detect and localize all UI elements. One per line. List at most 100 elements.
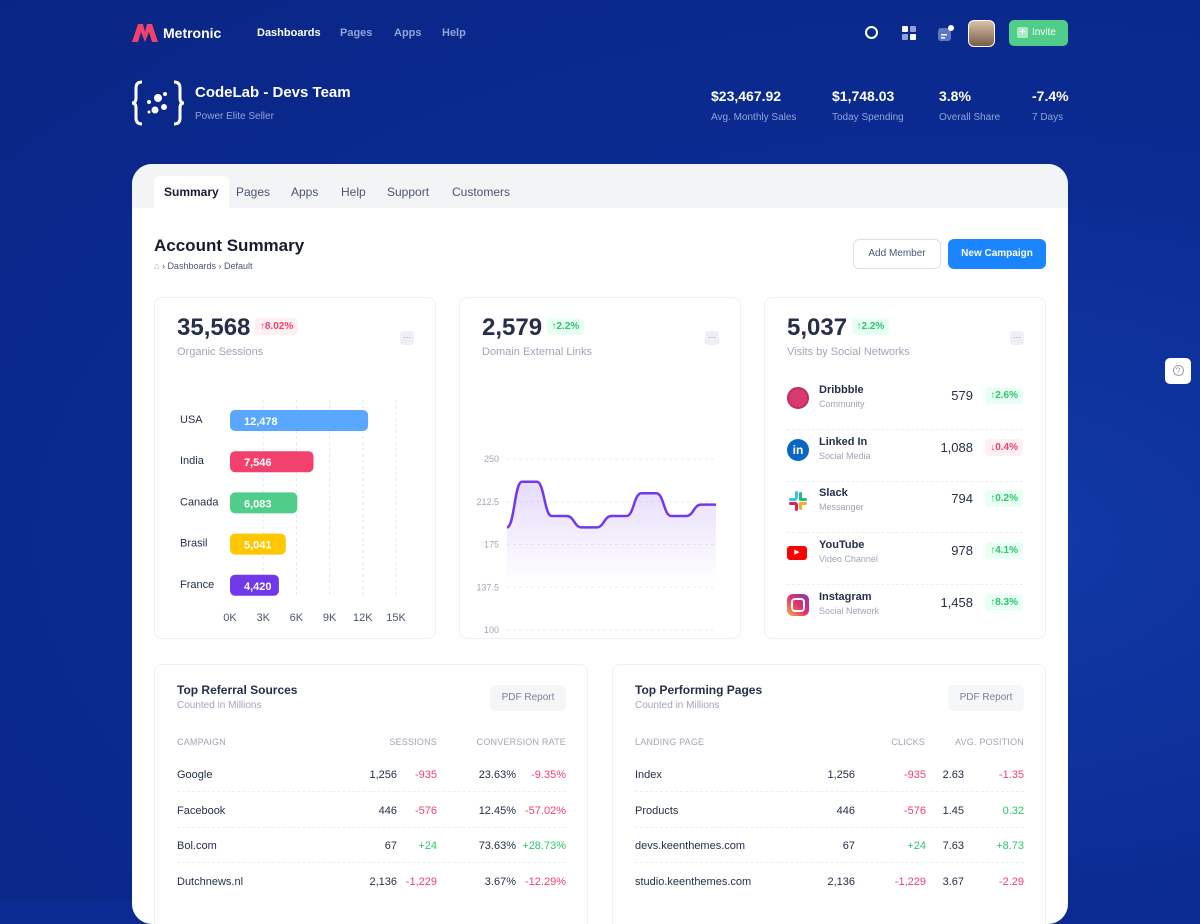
row-label: Bol.com xyxy=(177,840,217,852)
linkedin-icon: in xyxy=(787,438,809,461)
bar-data-label: 12,478 xyxy=(244,416,278,428)
row-delta-2: -12.29% xyxy=(525,875,566,888)
row-value-2: 3.67 xyxy=(942,875,964,888)
search-icon[interactable] xyxy=(865,26,878,39)
row-value-1: 2,136 xyxy=(369,875,397,888)
row-value-2: 2.63 xyxy=(942,769,964,781)
area-fill xyxy=(507,481,716,585)
col-header-sessions[interactable]: SESSIONS xyxy=(389,737,437,747)
notifications-icon[interactable] xyxy=(938,25,954,41)
row-label: Facebook xyxy=(177,804,226,817)
series-line xyxy=(505,480,716,529)
nav-pages[interactable]: Pages xyxy=(340,27,373,39)
nav-apps[interactable]: Apps xyxy=(394,27,422,39)
tab-customers[interactable]: Customers xyxy=(452,185,511,199)
more-menu-icon[interactable]: ... xyxy=(1010,331,1024,345)
row-delta-1: -1,229 xyxy=(405,875,437,888)
social-list-item[interactable]: in Linked In Social Media 1,088 ↓0.4% xyxy=(787,436,1023,482)
col-header-clicks[interactable]: CLICKS xyxy=(891,737,925,747)
row-label: devs.keenthemes.com xyxy=(635,840,746,852)
social-list-item[interactable]: Instagram Social Network 1,458 ↑8.3% xyxy=(787,591,1023,637)
more-menu-icon[interactable]: ... xyxy=(705,331,719,345)
table-row[interactable]: Products 446 -576 1.45 0.32 xyxy=(635,793,1024,828)
row-delta-2: -9.35% xyxy=(531,769,566,781)
col-header-avg-position[interactable]: AVG. POSITION xyxy=(955,737,1024,747)
social-list-item[interactable]: ▶ YouTube Video Channel 978 ↑4.1% xyxy=(787,539,1023,586)
pages-subtitle: Counted in Millions xyxy=(635,700,720,711)
col-header-conversion-rate[interactable]: CONVERSION RATE xyxy=(476,737,566,747)
nav-dashboards[interactable]: Dashboards xyxy=(257,27,321,39)
social-change-badge: ↓0.4% xyxy=(985,438,1023,456)
add-member-button[interactable]: Add Member xyxy=(853,239,941,269)
top-performing-pages-card: Top Performing Pages Counted in Millions… xyxy=(612,664,1046,924)
user-avatar[interactable] xyxy=(968,20,995,47)
social-list-item[interactable]: Slack Messanger 794 ↑0.2% xyxy=(787,487,1023,534)
row-label: Products xyxy=(635,804,679,817)
y-tick-label: 212.5 xyxy=(476,497,499,507)
row-value-2: 3.67% xyxy=(484,875,516,888)
social-name: Slack xyxy=(819,487,848,500)
nav-help[interactable]: Help xyxy=(442,27,466,39)
social-subtitle: Social Media xyxy=(819,450,871,461)
organic-sessions-card: 35,568 ↑8.02% Organic Sessions ... 0K 3K 6… xyxy=(154,297,436,639)
social-value: 1,088 xyxy=(940,439,973,455)
row-value-1: 67 xyxy=(384,840,397,852)
tab-summary[interactable]: Summary xyxy=(154,176,229,208)
country-bar-chart: 0K 3K 6K 9K 12K 15K USA 12,478 India 7,546 Canada 6… xyxy=(180,400,406,624)
codelab-logo-icon xyxy=(132,80,184,126)
bar xyxy=(230,533,286,555)
page-title: Account Summary xyxy=(154,236,305,255)
breadcrumb-dashboards[interactable]: Dashboards xyxy=(167,261,216,271)
row-delta-2: +28.73% xyxy=(522,840,566,852)
y-tick-label: 100 xyxy=(484,625,499,635)
top-referral-sources-card: Top Referral Sources Counted in Millions… xyxy=(154,664,588,924)
social-label: Visits by Social Networks xyxy=(787,346,910,358)
stat-label: Overall Share xyxy=(939,112,1001,123)
plus-icon: + xyxy=(1017,27,1028,38)
apps-grid-icon[interactable] xyxy=(902,26,917,41)
more-menu-icon[interactable]: ... xyxy=(400,331,414,345)
slack-icon xyxy=(787,490,809,517)
table-row[interactable]: Dutchnews.nl 2,136 -1,229 3.67% -12.29% xyxy=(177,864,566,899)
domain-label: Domain External Links xyxy=(482,346,593,358)
col-header-landing-page[interactable]: LANDING PAGE xyxy=(635,737,705,747)
youtube-icon: ▶ xyxy=(787,542,807,561)
table-row[interactable]: devs.keenthemes.com 67 +24 7.63 +8.73 xyxy=(635,828,1024,863)
tab-apps[interactable]: Apps xyxy=(291,185,319,199)
tab-pages[interactable]: Pages xyxy=(236,185,271,199)
tab-support[interactable]: Support xyxy=(387,185,430,199)
category-label: Brasil xyxy=(180,538,208,550)
table-row[interactable]: Index 1,256 -935 2.63 -1.35 xyxy=(635,757,1024,792)
pdf-report-button[interactable]: PDF Report xyxy=(948,685,1024,711)
row-delta-2: 0.32 xyxy=(1002,804,1024,817)
col-header-campaign[interactable]: CAMPAIGN xyxy=(177,737,226,747)
row-delta-2: +8.73 xyxy=(996,840,1024,852)
row-value-2: 7.63 xyxy=(942,840,964,852)
help-button[interactable]: ? xyxy=(1165,358,1191,384)
row-label: Dutchnews.nl xyxy=(177,875,244,888)
social-value: 579 xyxy=(951,388,973,403)
social-value: 5,037 xyxy=(787,314,848,341)
home-icon[interactable]: ⌂ xyxy=(154,261,160,271)
table-row[interactable]: studio.keenthemes.com 2,136 -1,229 3.67 … xyxy=(635,864,1024,899)
table-row[interactable]: Google 1,256 -935 23.63% -9.35% xyxy=(177,757,566,792)
new-campaign-button[interactable]: New Campaign xyxy=(948,239,1046,269)
tab-help[interactable]: Help xyxy=(341,185,366,199)
stat-overall-share: 3.8% Overall Share xyxy=(939,88,1000,123)
social-name: YouTube xyxy=(819,539,865,552)
social-change-badge: ↑8.3% xyxy=(985,593,1023,611)
social-list-item[interactable]: Dribbble Community 579 ↑2.6% xyxy=(787,384,1023,430)
table-row[interactable]: Facebook 446 -576 12.45% -57.02% xyxy=(177,793,566,828)
social-subtitle: Community xyxy=(819,399,865,409)
social-name: Dribbble xyxy=(819,384,864,396)
row-label: Index xyxy=(635,769,662,781)
invite-button[interactable]: + Invite xyxy=(1009,20,1068,46)
bar xyxy=(230,574,279,596)
category-label: India xyxy=(180,455,205,467)
row-delta-1: -935 xyxy=(903,769,926,781)
pdf-report-button[interactable]: PDF Report xyxy=(490,685,566,711)
social-change-badge: ↑4.1% xyxy=(985,542,1023,560)
row-value-1: 1,256 xyxy=(369,769,397,781)
table-row[interactable]: Bol.com 67 +24 73.63% +28.73% xyxy=(177,828,566,863)
